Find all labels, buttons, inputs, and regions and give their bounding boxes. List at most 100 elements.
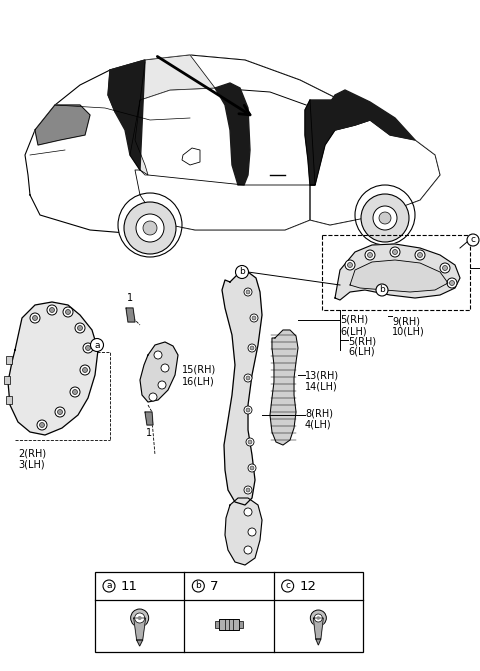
Circle shape (311, 610, 326, 626)
Circle shape (83, 368, 87, 372)
Circle shape (103, 580, 115, 592)
Polygon shape (325, 90, 415, 140)
Circle shape (390, 247, 400, 257)
Text: 10(LH): 10(LH) (392, 327, 425, 337)
Circle shape (58, 409, 62, 415)
Circle shape (49, 307, 55, 313)
Polygon shape (305, 100, 370, 185)
Text: 5(RH)
6(LH): 5(RH) 6(LH) (340, 315, 368, 337)
Text: 8(RH)
4(LH): 8(RH) 4(LH) (305, 408, 333, 429)
Circle shape (244, 288, 252, 296)
Polygon shape (135, 170, 310, 230)
Text: 5(RH): 5(RH) (348, 336, 376, 346)
Circle shape (63, 307, 73, 317)
Circle shape (70, 387, 80, 397)
Polygon shape (126, 308, 135, 322)
Polygon shape (215, 83, 250, 185)
Text: b: b (195, 582, 201, 590)
Bar (4, 376, 10, 384)
Circle shape (246, 438, 254, 446)
Circle shape (355, 185, 415, 245)
Circle shape (368, 252, 372, 258)
Text: b: b (239, 268, 245, 276)
Bar (6, 396, 12, 404)
Circle shape (136, 214, 164, 242)
Circle shape (91, 338, 104, 352)
Text: 1: 1 (127, 293, 133, 303)
Bar (6, 356, 12, 364)
Text: c: c (285, 582, 290, 590)
Circle shape (246, 408, 250, 412)
Circle shape (447, 278, 457, 288)
Circle shape (39, 423, 45, 427)
Circle shape (131, 609, 149, 627)
Circle shape (393, 250, 397, 254)
Circle shape (250, 346, 254, 350)
Circle shape (138, 616, 142, 620)
Circle shape (379, 212, 391, 224)
Text: b: b (379, 285, 385, 295)
Circle shape (373, 206, 397, 230)
Text: 2(RH)
3(LH): 2(RH) 3(LH) (18, 448, 46, 470)
Polygon shape (182, 148, 200, 165)
Circle shape (37, 420, 47, 430)
Circle shape (85, 346, 91, 350)
Circle shape (376, 284, 388, 296)
Circle shape (33, 315, 37, 321)
Circle shape (75, 323, 85, 333)
Circle shape (418, 252, 422, 258)
Polygon shape (133, 618, 145, 640)
Circle shape (55, 407, 65, 417)
Circle shape (30, 313, 40, 323)
Text: 9(RH): 9(RH) (392, 317, 420, 327)
Circle shape (47, 305, 57, 315)
Polygon shape (335, 244, 460, 300)
Circle shape (246, 488, 250, 492)
Circle shape (440, 263, 450, 273)
Polygon shape (8, 302, 98, 435)
Polygon shape (137, 640, 143, 646)
Circle shape (124, 202, 176, 254)
Text: 12: 12 (300, 580, 317, 592)
Polygon shape (130, 55, 215, 175)
Circle shape (149, 393, 157, 401)
Polygon shape (313, 618, 324, 639)
Circle shape (244, 486, 252, 494)
Bar (215, 621, 219, 628)
Text: 13(RH)
14(LH): 13(RH) 14(LH) (305, 370, 339, 392)
Circle shape (250, 466, 254, 470)
Polygon shape (350, 260, 448, 292)
Polygon shape (270, 330, 298, 445)
Bar (239, 621, 243, 628)
Circle shape (314, 614, 323, 622)
Circle shape (77, 325, 83, 331)
Polygon shape (108, 55, 370, 125)
Circle shape (246, 376, 250, 380)
Circle shape (248, 440, 252, 444)
Circle shape (282, 580, 294, 592)
Text: 6(LH): 6(LH) (348, 346, 374, 356)
Bar (95, 572, 363, 652)
Circle shape (244, 406, 252, 414)
Circle shape (118, 193, 182, 257)
Circle shape (143, 221, 157, 235)
Circle shape (158, 381, 166, 389)
Circle shape (135, 613, 144, 623)
Text: 7: 7 (210, 580, 219, 592)
Circle shape (252, 316, 256, 320)
Circle shape (83, 343, 93, 353)
Text: a: a (106, 582, 112, 590)
Circle shape (72, 389, 77, 395)
Circle shape (365, 250, 375, 260)
Circle shape (361, 194, 409, 242)
Circle shape (246, 290, 250, 294)
Circle shape (316, 616, 320, 620)
Polygon shape (25, 55, 440, 235)
Circle shape (250, 314, 258, 322)
Circle shape (161, 364, 169, 372)
Text: c: c (470, 236, 476, 244)
Polygon shape (140, 342, 178, 402)
Circle shape (348, 262, 352, 268)
Circle shape (248, 464, 256, 472)
Circle shape (248, 344, 256, 352)
